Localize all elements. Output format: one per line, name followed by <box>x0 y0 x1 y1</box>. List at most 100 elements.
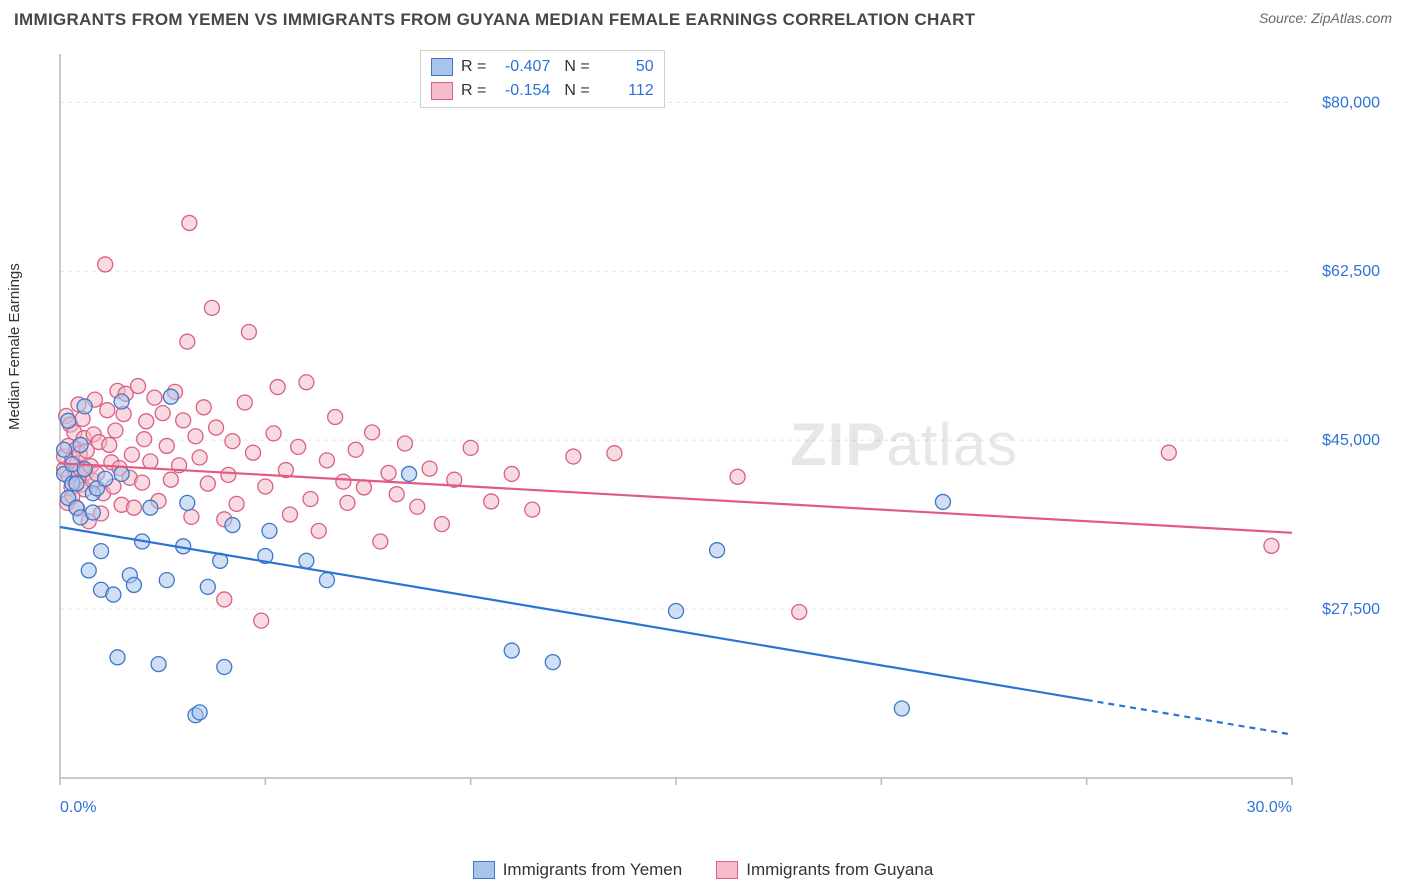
data-point <box>1161 445 1176 460</box>
data-point <box>159 573 174 588</box>
data-point <box>108 423 123 438</box>
data-point <box>1264 538 1279 553</box>
swatch-guyana <box>431 82 453 100</box>
data-point <box>200 476 215 491</box>
data-point <box>373 534 388 549</box>
trend-line-dashed <box>1087 700 1292 735</box>
trend-line <box>60 527 1087 700</box>
data-point <box>192 705 207 720</box>
data-point <box>155 406 170 421</box>
r-label: R = <box>461 79 486 103</box>
data-point <box>319 573 334 588</box>
data-point <box>114 394 129 409</box>
data-point <box>180 334 195 349</box>
y-axis-label: Median Female Earnings <box>6 263 23 430</box>
data-point <box>402 466 417 481</box>
swatch-guyana <box>716 861 738 879</box>
stats-row-guyana: R = -0.154 N = 112 <box>431 79 654 103</box>
data-point <box>124 447 139 462</box>
data-point <box>176 413 191 428</box>
data-point <box>397 436 412 451</box>
stats-row-yemen: R = -0.407 N = 50 <box>431 55 654 79</box>
data-point <box>299 375 314 390</box>
data-point <box>98 257 113 272</box>
data-point <box>106 587 121 602</box>
data-point <box>365 425 380 440</box>
data-point <box>566 449 581 464</box>
data-point <box>463 440 478 455</box>
data-point <box>246 445 261 460</box>
x-tick-label: 30.0% <box>1247 799 1292 816</box>
data-point <box>484 494 499 509</box>
swatch-yemen <box>473 861 495 879</box>
data-point <box>669 603 684 618</box>
data-point <box>110 650 125 665</box>
data-point <box>258 479 273 494</box>
data-point <box>81 563 96 578</box>
data-point <box>237 395 252 410</box>
watermark-bold: ZIP <box>790 411 886 478</box>
data-point <box>126 577 141 592</box>
data-point <box>102 437 117 452</box>
data-point <box>217 659 232 674</box>
r-label: R = <box>461 55 486 79</box>
data-point <box>262 523 277 538</box>
data-point <box>229 496 244 511</box>
bottom-legend: Immigrants from Yemen Immigrants from Gu… <box>0 860 1406 880</box>
data-point <box>221 467 236 482</box>
data-point <box>77 399 92 414</box>
correlation-stats-box: R = -0.407 N = 50 R = -0.154 N = 112 <box>420 50 665 108</box>
data-point <box>348 442 363 457</box>
data-point <box>143 500 158 515</box>
data-point <box>217 592 232 607</box>
data-point <box>135 475 150 490</box>
swatch-yemen <box>431 58 453 76</box>
data-point <box>356 480 371 495</box>
data-point <box>894 701 909 716</box>
trend-line <box>60 463 1292 533</box>
data-point <box>381 465 396 480</box>
watermark: ZIPatlas <box>790 410 1018 479</box>
data-point <box>188 429 203 444</box>
data-point <box>328 409 343 424</box>
data-point <box>100 403 115 418</box>
data-point <box>935 494 950 509</box>
data-point <box>126 500 141 515</box>
data-point <box>61 413 76 428</box>
data-point <box>434 517 449 532</box>
source-credit: Source: ZipAtlas.com <box>1259 10 1392 26</box>
data-point <box>410 499 425 514</box>
data-point <box>192 450 207 465</box>
data-point <box>69 476 84 491</box>
data-point <box>85 505 100 520</box>
r-value-guyana: -0.154 <box>494 79 550 103</box>
data-point <box>299 553 314 568</box>
data-point <box>389 487 404 502</box>
data-point <box>270 380 285 395</box>
data-point <box>73 437 88 452</box>
data-point <box>151 657 166 672</box>
data-point <box>319 453 334 468</box>
n-label: N = <box>564 79 589 103</box>
data-point <box>336 474 351 489</box>
data-point <box>266 426 281 441</box>
data-point <box>98 471 113 486</box>
data-point <box>303 492 318 507</box>
data-point <box>225 434 240 449</box>
legend-item-guyana: Immigrants from Guyana <box>716 860 933 880</box>
data-point <box>730 469 745 484</box>
data-point <box>792 604 807 619</box>
n-value-yemen: 50 <box>598 55 654 79</box>
data-point <box>180 495 195 510</box>
y-tick-label: $27,500 <box>1322 601 1380 618</box>
data-point <box>504 466 519 481</box>
data-point <box>311 523 326 538</box>
y-tick-label: $62,500 <box>1322 263 1380 280</box>
data-point <box>282 507 297 522</box>
scatter-chart: $80,000$62,500$45,000$27,5000.0%30.0% <box>52 46 1388 816</box>
watermark-rest: atlas <box>886 411 1018 478</box>
x-tick-label: 0.0% <box>60 799 96 816</box>
n-value-guyana: 112 <box>598 79 654 103</box>
data-point <box>607 446 622 461</box>
data-point <box>147 390 162 405</box>
